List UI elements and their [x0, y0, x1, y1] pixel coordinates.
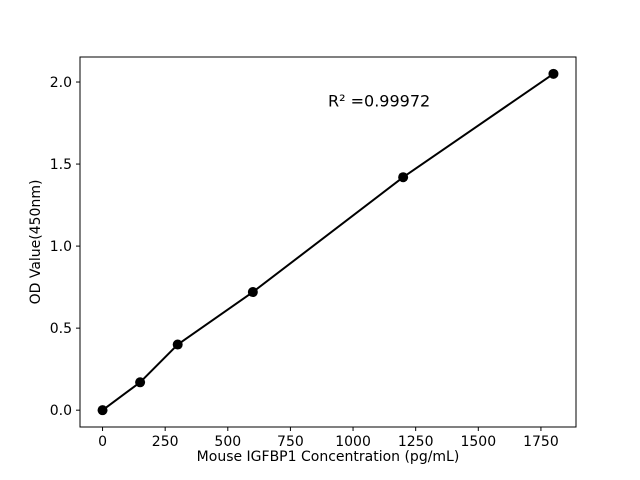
r-squared-annotation: R² =0.99972: [328, 92, 430, 111]
data-points: [97, 68, 559, 416]
data-point: [97, 405, 108, 416]
fit-line: [101, 72, 555, 412]
data-point: [172, 339, 183, 350]
x-tick-label: 1500: [460, 434, 496, 450]
data-point: [398, 172, 409, 183]
y-tick-label: 1.0: [50, 239, 72, 255]
data-point: [247, 287, 258, 298]
plot-area: [79, 56, 577, 428]
y-tick-label: 2.0: [50, 75, 72, 91]
data-point: [135, 377, 146, 388]
x-tick-label: 1250: [398, 434, 434, 450]
x-tick-label: 250: [152, 434, 179, 450]
x-tick-label: 0: [98, 434, 107, 450]
x-tick-label: 1000: [335, 434, 371, 450]
y-axis-ticks: 0.0 0.5 1.0 1.5 2.0: [50, 75, 80, 419]
x-tick-label: 1750: [523, 434, 559, 450]
x-axis-label: Mouse IGFBP1 Concentration (pg/mL): [197, 449, 460, 465]
y-tick-label: 1.5: [50, 157, 72, 173]
x-tick-label: 500: [214, 434, 241, 450]
y-axis-label: OD Value(450nm): [28, 180, 44, 305]
x-axis-ticks: 0 250 500 750 1000 1250 1500 1750: [98, 427, 559, 450]
data-point: [548, 68, 559, 79]
x-tick-label: 750: [277, 434, 304, 450]
y-tick-label: 0.0: [50, 403, 72, 419]
y-tick-label: 0.5: [50, 321, 72, 337]
